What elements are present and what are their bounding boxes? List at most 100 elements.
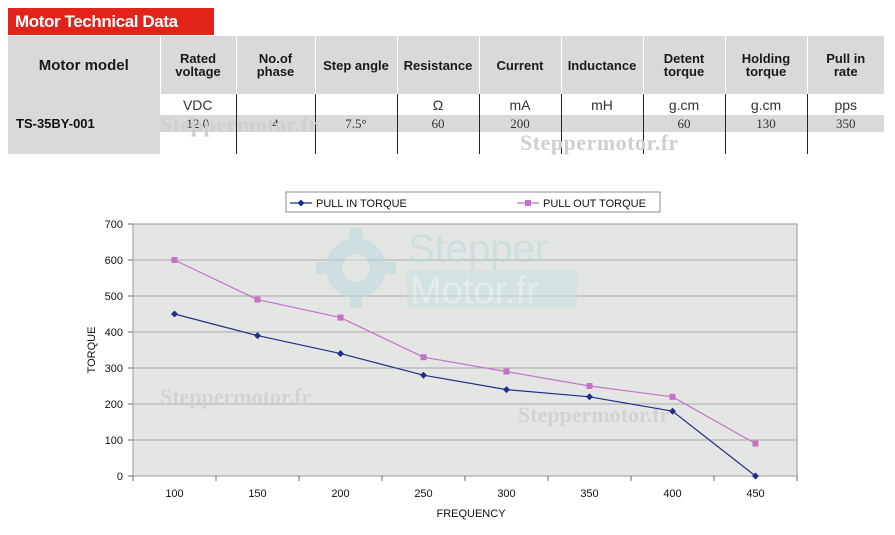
watermark-text: Steppermotor.fr xyxy=(518,402,670,427)
data-point xyxy=(420,354,427,361)
unit-cell xyxy=(235,94,315,115)
series-line-0 xyxy=(174,313,756,477)
section-title: Motor Technical Data xyxy=(8,8,214,35)
y-tick-label: 200 xyxy=(105,399,123,411)
data-point xyxy=(171,257,178,263)
motor-specs-table: Motor model Rated voltage No.of phase Step… xyxy=(8,36,884,154)
unit-cell: g.cm xyxy=(642,94,725,115)
data-point xyxy=(752,472,759,480)
x-tick-label: 350 xyxy=(580,488,598,500)
legend-box xyxy=(285,191,661,213)
blank-cell xyxy=(235,132,315,154)
value-cell: 200 xyxy=(478,115,561,132)
data-point xyxy=(503,386,510,394)
blank-cell xyxy=(160,132,236,154)
data-point xyxy=(752,440,759,447)
legend: PULL IN TORQUE PULL OUT TORQUE xyxy=(290,198,646,210)
axes: 0 100 200 300 400 500 600 700 100 150 200 250 300 350… xyxy=(105,219,798,500)
column-header-phase: No.of phase xyxy=(235,36,315,94)
data-point xyxy=(337,314,344,321)
data-point xyxy=(669,407,676,415)
unit-cell xyxy=(314,94,397,115)
unit-cell: g.cm xyxy=(724,94,807,115)
data-point xyxy=(586,383,593,389)
column-header-motor-model: Motor model xyxy=(8,36,160,94)
column-header-detent-torque: Detent torque xyxy=(642,36,725,94)
value-cell: 7.5° xyxy=(314,115,397,132)
watermark-logo-band xyxy=(407,270,577,308)
plot-area xyxy=(132,223,798,477)
column-header-current: Current xyxy=(478,36,561,94)
series-layer xyxy=(171,257,759,480)
data-point xyxy=(420,371,427,379)
x-tick-label: 200 xyxy=(331,488,349,500)
x-tick-label: 300 xyxy=(497,488,515,500)
units-row: VDC Ω mA mH g.cm g.cm pps xyxy=(8,94,884,115)
x-tick-label: 250 xyxy=(414,488,432,500)
legend-label: PULL IN TORQUE xyxy=(316,198,407,210)
data-point xyxy=(586,393,593,401)
watermark-text: Steppermotor.fr xyxy=(160,112,319,137)
blank-cell xyxy=(314,132,397,154)
data-point xyxy=(171,310,178,318)
value-cell: 60 xyxy=(396,115,479,132)
watermark-text: Steppermotor.fr xyxy=(160,384,312,409)
y-tick-label: 100 xyxy=(105,435,123,447)
unit-cell: VDC xyxy=(160,94,236,115)
blank-row xyxy=(8,132,884,154)
square-icon xyxy=(525,200,531,206)
data-point xyxy=(254,296,261,303)
value-cell: 4 xyxy=(235,115,315,132)
unit-cell: mH xyxy=(560,94,643,115)
blank-cell xyxy=(396,132,479,154)
legend-label: PULL OUT TORQUE xyxy=(543,198,646,210)
column-header-pull-in-rate: Pull in rate xyxy=(806,36,884,94)
unit-cell: Ω xyxy=(396,94,479,115)
unit-cell: pps xyxy=(806,94,884,115)
blank-cell xyxy=(560,132,643,154)
watermark-logo-line1: Stepper xyxy=(408,227,548,271)
data-point xyxy=(337,350,344,358)
watermark-text: Steppermotor.fr xyxy=(520,130,679,155)
data-point xyxy=(254,332,261,340)
data-point xyxy=(669,393,676,400)
column-header-rated-voltage: Rated voltage xyxy=(159,36,236,94)
x-tick-label: 450 xyxy=(746,488,764,500)
y-tick-label: 300 xyxy=(105,363,123,375)
y-tick-label: 700 xyxy=(105,219,123,231)
value-cell: 350 xyxy=(806,115,884,132)
y-tick-label: 0 xyxy=(117,471,123,483)
table-row: TS-35BY-001 12.0 4 7.5° 60 200 60 130 35… xyxy=(8,115,884,132)
data-point xyxy=(503,368,510,375)
diamond-icon xyxy=(297,199,305,207)
column-header-step-angle: Step angle xyxy=(314,36,397,94)
series-line-1 xyxy=(174,259,756,445)
y-tick-label: 600 xyxy=(105,255,123,267)
value-cell xyxy=(560,115,643,132)
x-tick-label: 100 xyxy=(165,488,183,500)
y-tick-label: 400 xyxy=(105,327,123,339)
watermark-logo: Stepper Motor.fr xyxy=(316,227,577,312)
column-header-resistance: Resistance xyxy=(396,36,479,94)
gear-icon xyxy=(316,228,396,308)
y-axis-label: TORQUE xyxy=(86,327,98,374)
value-cell: 130 xyxy=(724,115,807,132)
x-axis-label: FREQUENCY xyxy=(436,508,506,520)
blank-cell xyxy=(478,132,561,154)
value-cell: 12.0 xyxy=(160,115,236,132)
column-header-holding-torque: Holding torque xyxy=(724,36,807,94)
value-cell: 60 xyxy=(642,115,725,132)
motor-model-cell: TS-35BY-001 xyxy=(8,115,160,132)
x-tick-label: 400 xyxy=(663,488,681,500)
unit-cell xyxy=(8,94,160,115)
blank-cell xyxy=(724,132,807,154)
blank-cell xyxy=(642,132,725,154)
blank-cell xyxy=(806,132,884,154)
blank-cell xyxy=(8,132,160,154)
x-tick-label: 150 xyxy=(248,488,266,500)
table-header-row: Motor model Rated voltage No.of phase Step… xyxy=(8,36,884,94)
column-header-inductance: Inductance xyxy=(560,36,643,94)
unit-cell: mA xyxy=(478,94,561,115)
watermark-logo-line2: Motor.fr xyxy=(410,270,539,312)
